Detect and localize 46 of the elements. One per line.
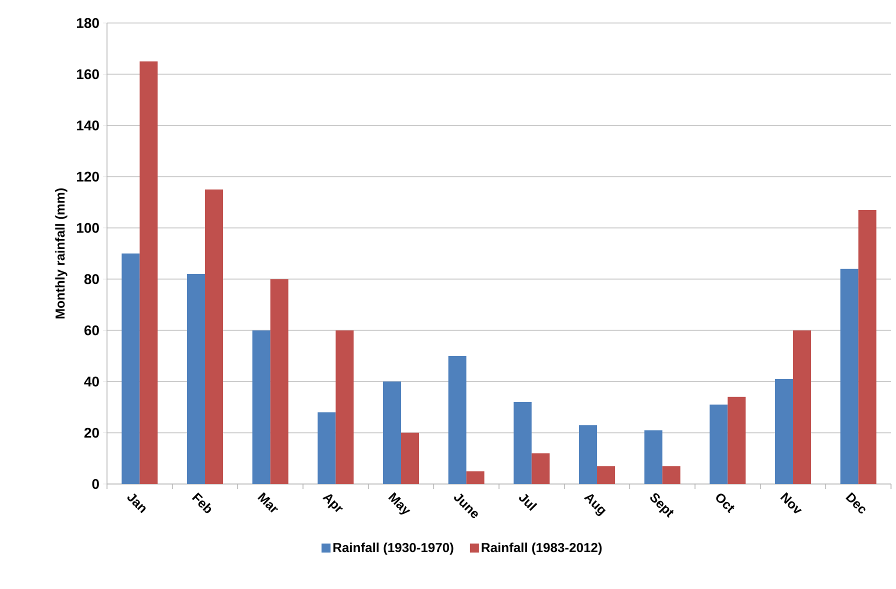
legend-label: Rainfall (1930-1970) bbox=[333, 542, 454, 555]
y-tick-label: 160 bbox=[77, 69, 99, 80]
bar bbox=[710, 404, 728, 484]
y-tick-label: 20 bbox=[84, 428, 99, 438]
bar bbox=[401, 432, 420, 484]
x-tick-label: Oct bbox=[716, 494, 734, 514]
x-tick-label: Mar bbox=[258, 492, 278, 513]
bar bbox=[466, 471, 484, 484]
x-tick-label: Feb bbox=[192, 492, 212, 514]
bar bbox=[318, 412, 336, 484]
bar bbox=[252, 330, 270, 484]
bar bbox=[122, 253, 140, 484]
x-tick-label: Aug bbox=[584, 494, 606, 516]
y-tick-label: 40 bbox=[84, 376, 99, 387]
bar bbox=[662, 466, 680, 484]
bar bbox=[270, 279, 288, 484]
x-tick-label: Dec bbox=[846, 492, 866, 514]
bar bbox=[187, 274, 206, 484]
bar bbox=[140, 61, 158, 484]
y-tick-label: 100 bbox=[77, 222, 99, 233]
y-axis-title: Monthly rainfall (mm) bbox=[55, 188, 68, 318]
x-tick-label: Jan bbox=[127, 493, 146, 514]
bar bbox=[205, 189, 224, 484]
bar bbox=[728, 396, 746, 484]
bar bbox=[383, 382, 402, 484]
bar bbox=[858, 210, 876, 484]
y-tick-label: 140 bbox=[77, 120, 99, 130]
y-tick-label: 180 bbox=[77, 18, 99, 28]
bar bbox=[514, 402, 532, 484]
x-tick-label: Apr bbox=[322, 494, 343, 512]
bar bbox=[579, 425, 598, 484]
bar bbox=[793, 330, 812, 484]
bar bbox=[532, 453, 550, 484]
bar bbox=[336, 330, 354, 484]
bar bbox=[840, 268, 858, 484]
bar bbox=[644, 430, 662, 484]
x-tick-label: Jul bbox=[519, 494, 538, 511]
x-tick-label: Nov bbox=[780, 492, 802, 514]
y-tick-label: 60 bbox=[84, 325, 99, 336]
bar bbox=[448, 356, 466, 484]
legend-label: Rainfall (1983-2012) bbox=[482, 542, 602, 555]
y-tick-label: 120 bbox=[77, 172, 99, 182]
bar bbox=[775, 378, 794, 484]
bar bbox=[597, 466, 616, 484]
y-tick-label: 80 bbox=[84, 274, 99, 284]
y-tick-label: 0 bbox=[92, 479, 99, 489]
